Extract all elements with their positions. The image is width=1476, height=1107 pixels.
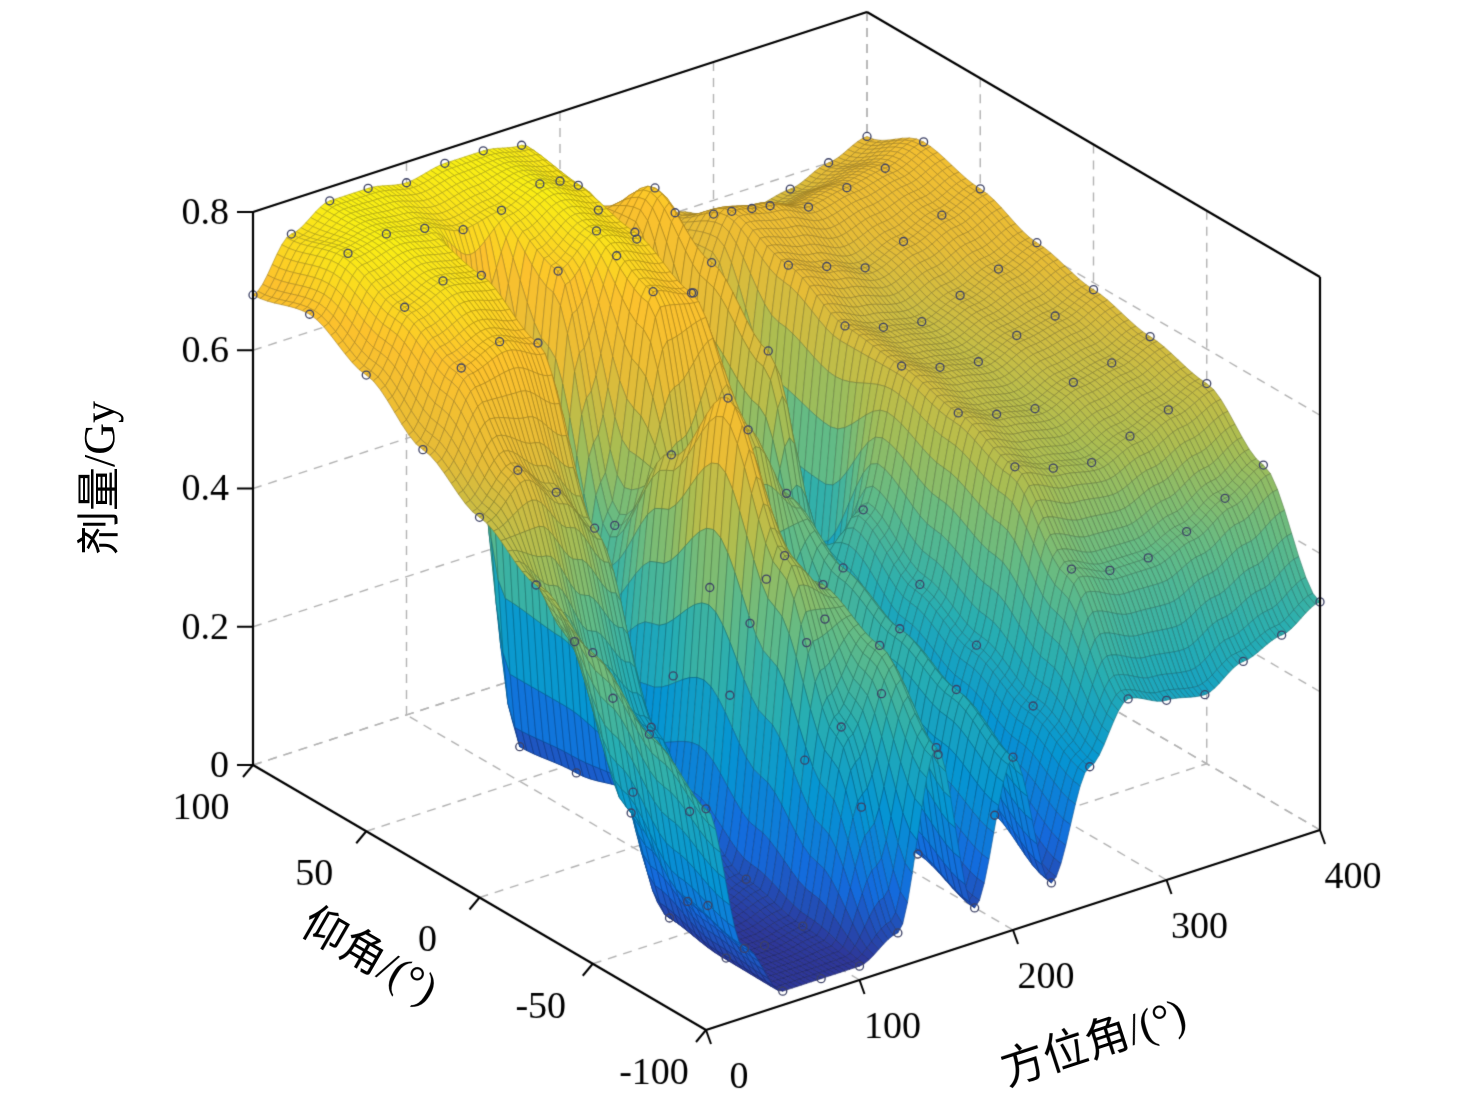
z-axis-label: 剂量/Gy — [75, 401, 124, 555]
